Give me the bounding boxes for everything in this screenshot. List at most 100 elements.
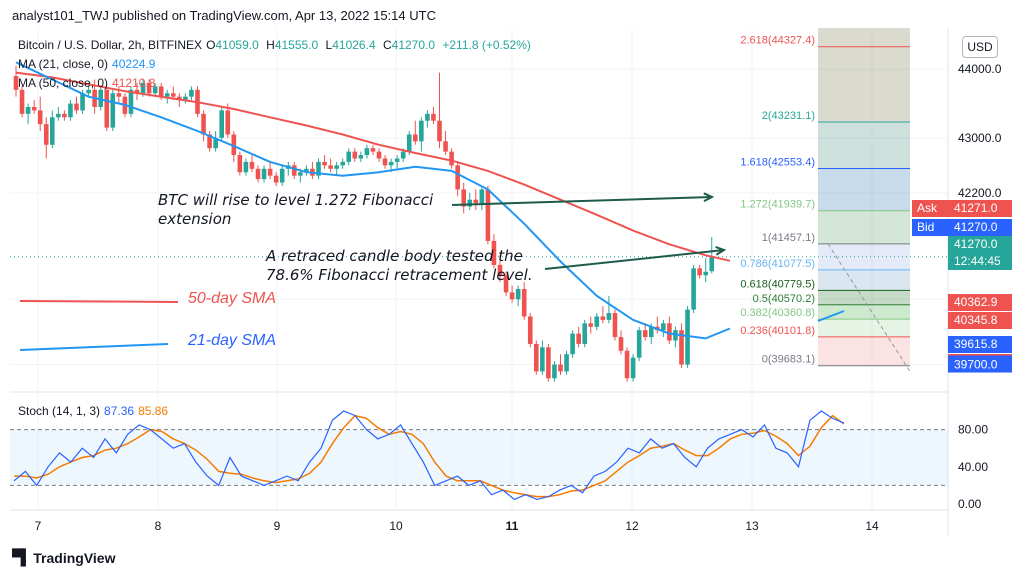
close-label: C [382, 38, 392, 52]
price-tag-bg [948, 312, 1012, 329]
candle [600, 306, 606, 324]
candle-body [413, 134, 418, 142]
candle [570, 330, 575, 358]
candle [370, 144, 376, 156]
price-tag-countdown: 12:44:45 [954, 254, 1001, 268]
candle [255, 165, 261, 183]
candle [334, 161, 339, 176]
candle [546, 343, 551, 382]
candle-body [425, 113, 430, 121]
publisher-line: analyst101_TWJ published on TradingView.… [12, 8, 436, 23]
candle-body [667, 323, 672, 341]
candle [479, 185, 485, 210]
candle-body [128, 89, 134, 114]
candle [673, 326, 678, 348]
candle [582, 319, 587, 348]
candle-body [74, 103, 79, 111]
candle-body [485, 189, 491, 241]
candle [473, 189, 479, 210]
candle [630, 354, 636, 382]
candle-body [461, 189, 466, 207]
fib-zone [818, 319, 910, 337]
candle [104, 86, 110, 132]
candle [50, 110, 55, 149]
price-tag-last: 41270.0 12:44:45 [948, 236, 1012, 270]
candle [267, 161, 273, 180]
candle [655, 316, 660, 334]
sma50-label: 50-day SMA [188, 290, 277, 307]
candle [310, 161, 315, 180]
x-tick-label: 14 [865, 519, 879, 533]
x-tick-label: 8 [155, 519, 162, 533]
candle-body [443, 141, 448, 152]
tradingview-logo[interactable]: ▀▌ TradingView [12, 549, 115, 566]
candle-body [467, 199, 473, 207]
price-tag-bg [948, 294, 1012, 311]
annotation-rise-arrow-head [703, 192, 715, 203]
candle-body [624, 350, 630, 379]
candle-body [679, 330, 684, 365]
candle-body [261, 168, 267, 180]
candle-body [370, 148, 376, 152]
x-tick-label: 11 [506, 519, 519, 533]
ma21-tail-marker [817, 310, 845, 322]
fib-zone [818, 46, 910, 123]
candle-body [449, 151, 454, 166]
candle [279, 165, 285, 186]
candle-body [661, 323, 666, 331]
candle [576, 326, 581, 348]
fib-level-label: 0.618(40779.5) [740, 278, 815, 290]
ma21-label: MA (21, close, 0) [18, 57, 109, 71]
candle-body [31, 106, 37, 111]
candle [261, 165, 267, 183]
candle-body [237, 155, 243, 173]
candle-body [322, 161, 327, 166]
candle [624, 347, 630, 382]
candle-body [340, 161, 345, 166]
candle [697, 264, 702, 279]
candle [249, 155, 255, 173]
candle-body [588, 323, 594, 327]
annotation-rise: BTC will rise to level 1.272 Fibonacci e… [158, 191, 433, 229]
candle-body [358, 155, 364, 159]
candle [455, 161, 460, 197]
candle [503, 271, 509, 296]
candle-body [225, 110, 231, 135]
candle-body [334, 165, 339, 169]
price-tag-39700-value: 39700.0 [954, 358, 998, 372]
candle-body [316, 161, 321, 176]
candle-body [43, 124, 49, 145]
candle [219, 106, 224, 142]
candle-body [140, 82, 146, 94]
fib-level-label: 0.5(40570.2) [753, 293, 815, 305]
stoch-tick-label: 0.00 [958, 497, 982, 511]
stoch-label: Stoch (14, 1, 3) [18, 404, 101, 418]
candle [376, 148, 382, 162]
candle [588, 316, 594, 334]
y-tick-label: 43000.0 [958, 131, 1002, 145]
candle-body [691, 268, 696, 310]
price-tag-39700 [948, 355, 1012, 373]
candle-body [104, 89, 110, 128]
candle [328, 158, 333, 173]
price-tag-value: 41270.0 [954, 237, 998, 251]
candle [352, 148, 358, 162]
candle [74, 96, 79, 114]
fib-zone [818, 304, 910, 320]
candle [449, 148, 454, 169]
high-value: 41555.0 [274, 38, 319, 52]
candle-body [558, 364, 563, 372]
candle-body [479, 189, 485, 204]
candle [709, 237, 715, 274]
x-tick-label: 7 [35, 519, 42, 533]
candle-body [376, 151, 382, 159]
currency-button[interactable]: USD [962, 36, 998, 58]
candle [225, 103, 231, 138]
candle-body [534, 343, 539, 372]
candle [13, 65, 19, 97]
fib-level-label: 2.618(44327.4) [740, 35, 815, 47]
candle [62, 110, 67, 121]
candle [292, 161, 297, 180]
candle [110, 89, 116, 132]
